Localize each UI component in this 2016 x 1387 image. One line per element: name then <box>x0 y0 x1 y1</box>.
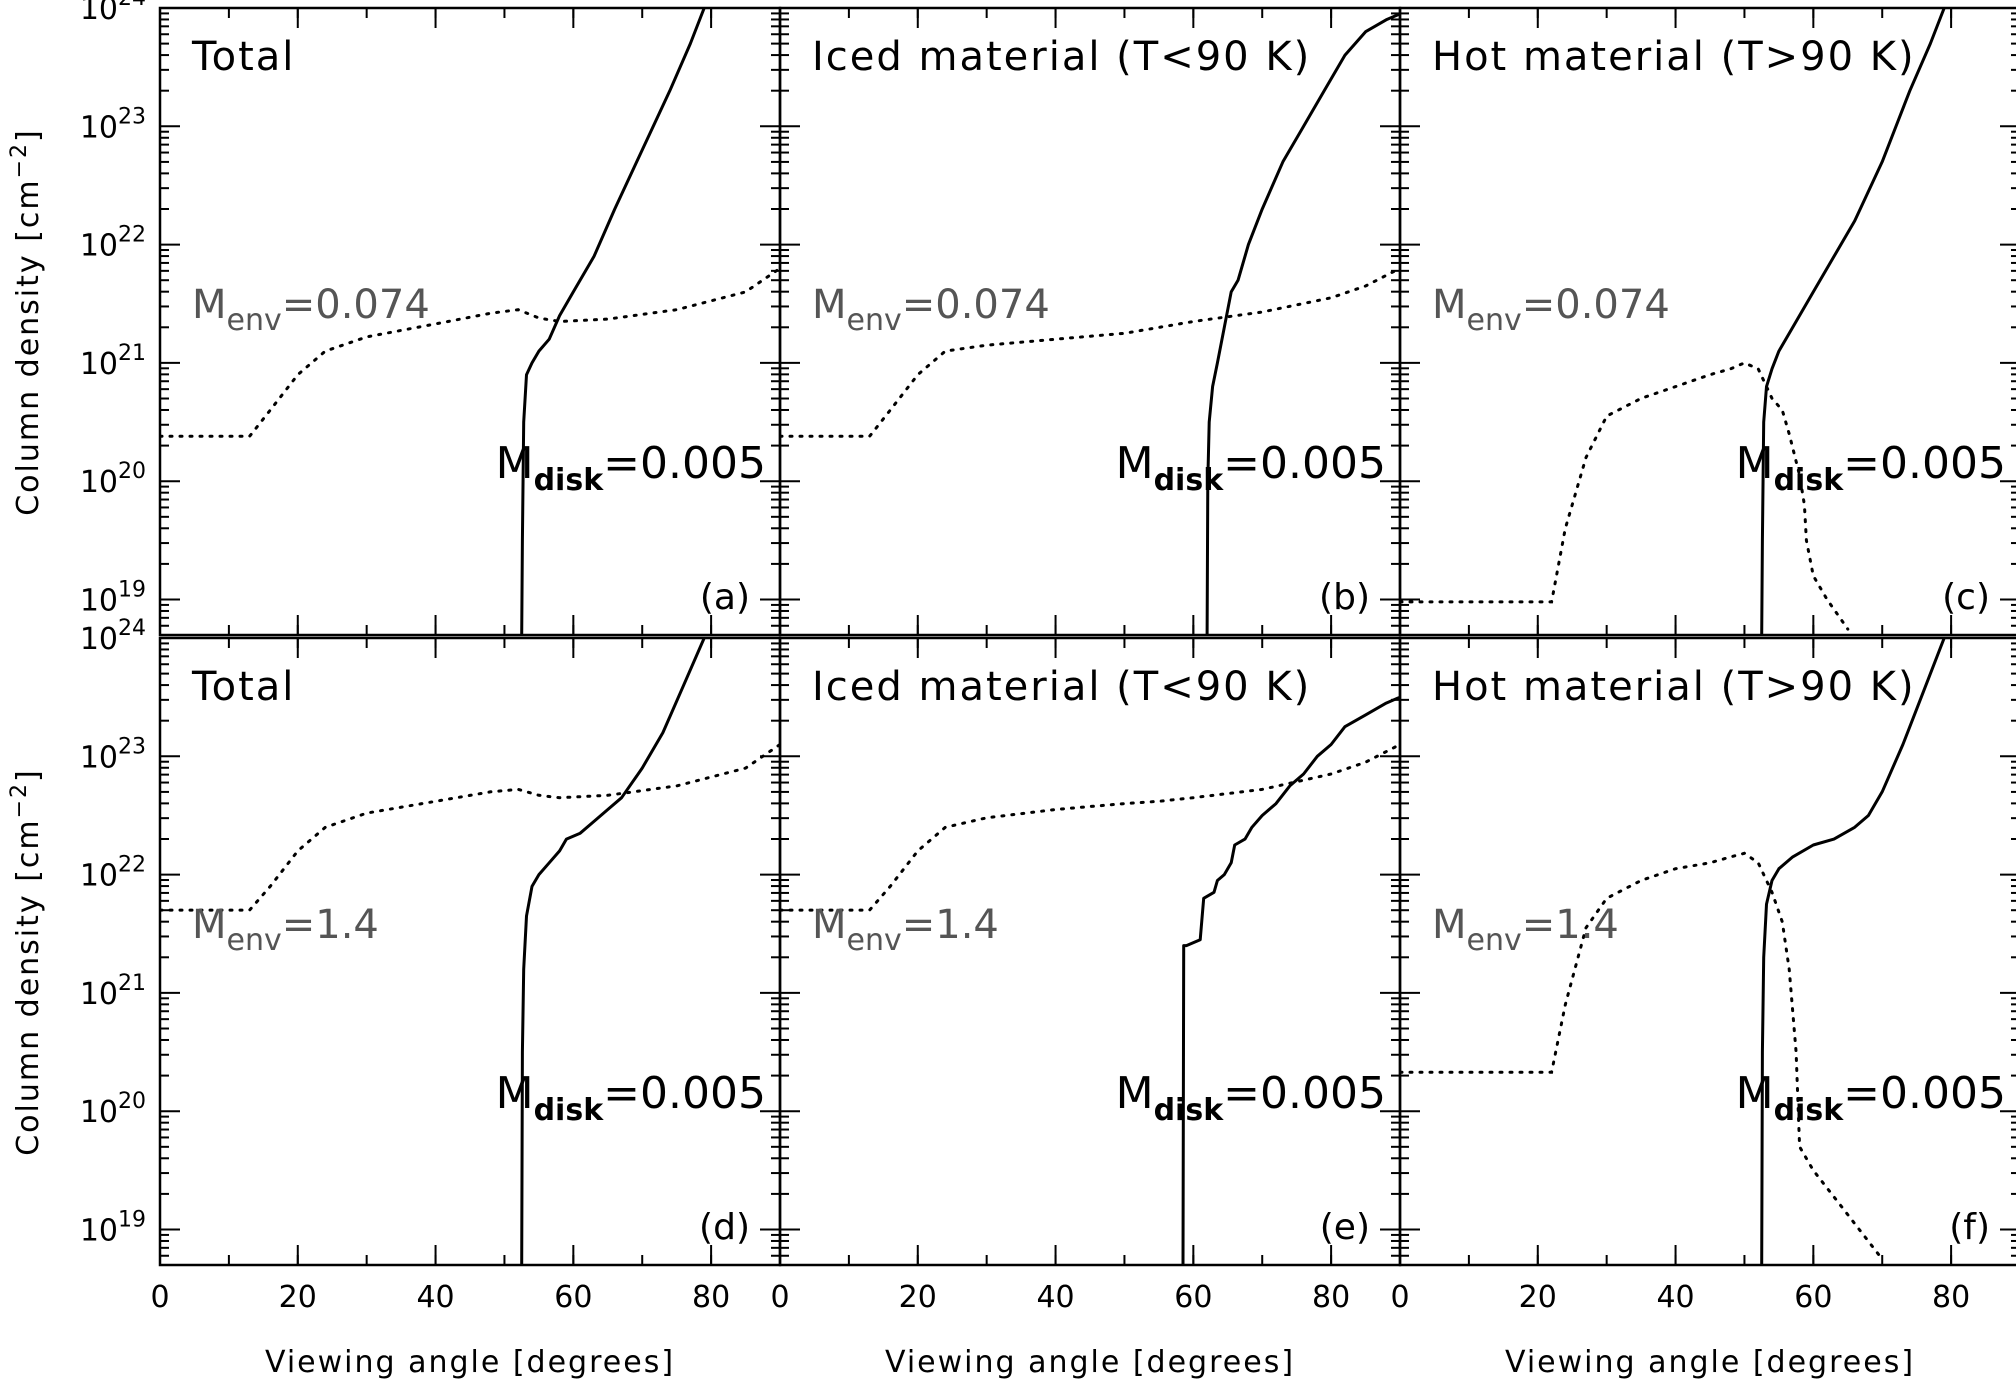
x-tick-label: 60 <box>554 1280 592 1315</box>
x-tick-label: 20 <box>279 1280 317 1315</box>
envelope-mass-label: Menv=1.4 <box>1432 902 1619 958</box>
panel-e: 0 20 40 60 80 Iced material (T<90 K) Menv=1.4 M… <box>770 636 1402 1315</box>
y-tick-label: 1020 <box>80 1089 146 1130</box>
x-axis-title-middle: Viewing angle [degrees] <box>885 1345 1295 1380</box>
disk-mass-label: Mdisk=0.005 <box>1736 438 2006 498</box>
solid-series-line <box>1205 12 1400 635</box>
panel-label: (f) <box>1949 1207 1990 1248</box>
x-axis-title-left: Viewing angle [degrees] <box>265 1345 675 1380</box>
dotted-series-line <box>780 743 1400 912</box>
disk-mass-label: Mdisk=0.005 <box>1736 1068 2006 1128</box>
envelope-mass-label: Menv=0.074 <box>192 282 430 338</box>
disk-mass-label: Mdisk=0.005 <box>496 438 766 498</box>
x-tick-label: 20 <box>899 1280 937 1315</box>
panel-b: Iced material (T<90 K) Menv=0.074 Mdisk=0.… <box>778 6 1402 637</box>
disk-mass-label: Mdisk=0.005 <box>1116 438 1386 498</box>
disk-mass-label: Mdisk=0.005 <box>496 1068 766 1128</box>
panel-a: 1019 1020 1021 1022 1023 1024 Total Menv=0.074 M… <box>80 0 782 637</box>
solid-series-line <box>1181 695 1400 1265</box>
dotted-series-line <box>160 266 780 438</box>
panel-title: Hot material (T>90 K) <box>1432 34 1916 80</box>
panel-f: 0 20 40 60 80 Hot material (T>90 K) Menv=1.4 Md… <box>1390 636 2016 1315</box>
disk-mass-label: Mdisk=0.005 <box>1116 1068 1386 1128</box>
solid-series-line <box>1760 638 1946 1265</box>
x-tick-label: 20 <box>1519 1280 1557 1315</box>
dotted-series-line <box>160 743 780 912</box>
plot-frame <box>1398 636 2016 1267</box>
y-tick-label: 1023 <box>80 734 146 775</box>
envelope-mass-label: Menv=1.4 <box>812 902 999 958</box>
envelope-mass-label: Menv=0.074 <box>1432 282 1670 338</box>
x-tick-label: 80 <box>1932 1280 1970 1315</box>
x-tick-label: 0 <box>1390 1280 1409 1315</box>
y-axis-title-top: Column density [cm−2] <box>7 128 46 516</box>
y-tick-label: 1021 <box>80 971 146 1012</box>
y-tick-label: 1024 <box>80 0 146 27</box>
plot-frame <box>1398 6 2016 637</box>
y-tick-label: 1019 <box>80 578 146 619</box>
x-tick-label: 0 <box>150 1280 169 1315</box>
x-tick-label: 40 <box>1656 1280 1694 1315</box>
panel-title: Iced material (T<90 K) <box>812 34 1311 80</box>
panel-label: (d) <box>699 1207 750 1248</box>
envelope-mass-label: Menv=0.074 <box>812 282 1050 338</box>
solid-series-line <box>1760 8 1946 635</box>
solid-series-line <box>520 638 706 1265</box>
panel-label: (c) <box>1942 577 1990 618</box>
x-tick-label: 80 <box>692 1280 730 1315</box>
x-tick-label: 60 <box>1794 1280 1832 1315</box>
panel-title: Total <box>191 664 295 710</box>
axis-titles: Column density [cm−2] Column density [cm… <box>7 128 1915 1380</box>
panel-title: Iced material (T<90 K) <box>812 664 1311 710</box>
panel-label: (e) <box>1320 1207 1370 1248</box>
x-axis-title-right: Viewing angle [degrees] <box>1505 1345 1915 1380</box>
solid-series-line <box>520 8 706 635</box>
panel-label: (a) <box>700 577 750 618</box>
y-tick-label: 1019 <box>80 1208 146 1249</box>
panel-c: Hot material (T>90 K) Menv=0.074 Mdisk=0.0… <box>1398 6 2016 637</box>
panels: 1019 1020 1021 1022 1023 1024 Total Menv=0.074 M… <box>80 0 2016 1315</box>
panel-title: Total <box>191 34 295 80</box>
envelope-mass-label: Menv=1.4 <box>192 902 379 958</box>
panel-d: 1019 1020 1021 1022 1023 1024 0 20 40 60 80 Total Me… <box>80 616 782 1315</box>
y-tick-label: 1022 <box>80 853 146 894</box>
x-tick-label: 0 <box>770 1280 789 1315</box>
y-tick-label: 1023 <box>80 104 146 145</box>
panel-title: Hot material (T>90 K) <box>1432 664 1916 710</box>
x-tick-label: 80 <box>1312 1280 1350 1315</box>
x-tick-label: 40 <box>1036 1280 1074 1315</box>
panel-label: (b) <box>1319 577 1370 618</box>
dotted-series-line <box>780 266 1400 438</box>
y-tick-label: 1022 <box>80 223 146 264</box>
x-tick-label: 40 <box>416 1280 454 1315</box>
y-tick-label: 1021 <box>80 341 146 382</box>
x-tick-label: 60 <box>1174 1280 1212 1315</box>
dotted-series-line <box>1400 361 1850 631</box>
dotted-series-line <box>1400 851 1884 1261</box>
y-axis-title-bottom: Column density [cm−2] <box>7 768 46 1156</box>
y-tick-label: 1024 <box>80 616 146 657</box>
y-tick-label: 1020 <box>80 459 146 500</box>
